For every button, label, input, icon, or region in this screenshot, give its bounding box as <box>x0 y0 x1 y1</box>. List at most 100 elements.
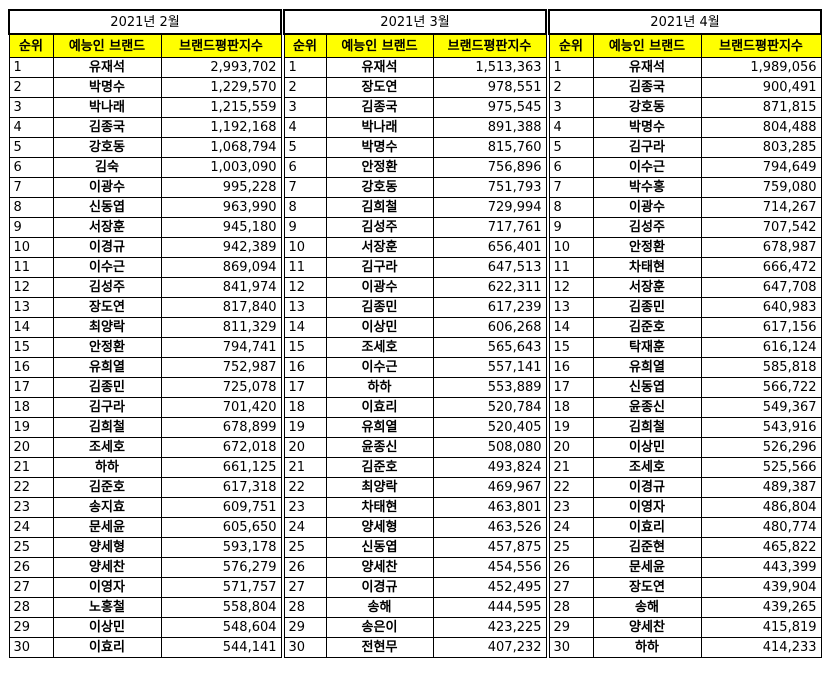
value-cell: 415,819 <box>700 617 822 638</box>
data-row: 16 유희열 585,818 <box>548 357 822 378</box>
rank-cell: 6 <box>548 157 594 178</box>
data-row: 2 장도연 978,551 <box>283 77 547 98</box>
value-cell: 756,896 <box>432 157 547 178</box>
data-row: 28 송해 444,595 <box>283 597 547 618</box>
rank-cell: 3 <box>548 97 594 118</box>
name-cell: 유희열 <box>592 357 702 378</box>
rank-cell: 15 <box>548 337 594 358</box>
data-row: 11 김구라 647,513 <box>283 257 547 278</box>
value-cell: 457,875 <box>432 537 547 558</box>
rank-cell: 8 <box>283 197 327 218</box>
rank-cell: 1 <box>8 57 54 78</box>
name-cell: 박명수 <box>592 117 702 138</box>
value-cell: 508,080 <box>432 437 547 458</box>
data-row: 3 박나래 1,215,559 <box>8 97 282 118</box>
data-row: 5 강호동 1,068,794 <box>8 137 282 158</box>
rank-cell: 8 <box>548 197 594 218</box>
rank-cell: 18 <box>548 397 594 418</box>
data-row: 19 김희철 678,899 <box>8 417 282 438</box>
data-row: 22 이경규 489,387 <box>548 477 822 498</box>
value-cell: 463,526 <box>432 517 547 538</box>
name-cell: 김준현 <box>592 537 702 558</box>
name-cell: 박나래 <box>325 117 434 138</box>
name-cell: 박명수 <box>325 137 434 158</box>
data-row: 27 이영자 571,757 <box>8 577 282 598</box>
data-row: 22 김준호 617,318 <box>8 477 282 498</box>
data-row: 27 장도연 439,904 <box>548 577 822 598</box>
name-cell: 김준호 <box>592 317 702 338</box>
name-cell: 유재석 <box>325 57 434 78</box>
data-row: 14 김준호 617,156 <box>548 317 822 338</box>
data-row: 1 유재석 1,989,056 <box>548 57 822 78</box>
data-row: 12 이광수 622,311 <box>283 277 547 298</box>
data-row: 27 이경규 452,495 <box>283 577 547 598</box>
data-row: 29 송은이 423,225 <box>283 617 547 638</box>
rank-cell: 28 <box>548 597 594 618</box>
value-cell: 525,566 <box>700 457 822 478</box>
name-cell: 신동엽 <box>325 537 434 558</box>
name-cell: 이상민 <box>325 317 434 338</box>
title-row: 2021년 4월 <box>547 9 823 35</box>
rank-cell: 9 <box>8 217 54 238</box>
data-row: 2 김종국 900,491 <box>548 77 822 98</box>
name-cell: 강호동 <box>52 137 162 158</box>
name-cell: 서장훈 <box>592 277 702 298</box>
value-cell: 714,267 <box>700 197 822 218</box>
value-cell: 945,180 <box>160 217 282 238</box>
rank-cell: 15 <box>8 337 54 358</box>
column-header: 브랜드평판지수 <box>160 33 282 58</box>
value-cell: 869,094 <box>160 257 282 278</box>
name-cell: 송해 <box>325 597 434 618</box>
data-row: 8 신동엽 963,990 <box>8 197 282 218</box>
rank-cell: 4 <box>548 117 594 138</box>
name-cell: 유희열 <box>52 357 162 378</box>
rank-cell: 7 <box>8 177 54 198</box>
data-row: 17 신동엽 566,722 <box>548 377 822 398</box>
data-row: 6 김숙 1,003,090 <box>8 157 282 178</box>
rank-cell: 2 <box>548 77 594 98</box>
rank-cell: 2 <box>8 77 54 98</box>
name-cell: 최양락 <box>52 317 162 338</box>
value-cell: 489,387 <box>700 477 822 498</box>
data-row: 8 김희철 729,994 <box>283 197 547 218</box>
value-cell: 520,784 <box>432 397 547 418</box>
value-cell: 558,804 <box>160 597 282 618</box>
name-cell: 하하 <box>592 637 702 658</box>
rank-cell: 30 <box>8 637 54 658</box>
rank-cell: 28 <box>8 597 54 618</box>
name-cell: 김종국 <box>325 97 434 118</box>
name-cell: 이경규 <box>52 237 162 258</box>
value-cell: 725,078 <box>160 377 282 398</box>
data-row: 13 장도연 817,840 <box>8 297 282 318</box>
rank-cell: 18 <box>283 397 327 418</box>
value-cell: 616,124 <box>700 337 822 358</box>
value-cell: 2,993,702 <box>160 57 282 78</box>
value-cell: 1,192,168 <box>160 117 282 138</box>
name-cell: 서장훈 <box>52 217 162 238</box>
data-row: 18 윤종신 549,367 <box>548 397 822 418</box>
name-cell: 전현무 <box>325 637 434 658</box>
rank-cell: 24 <box>548 517 594 538</box>
value-cell: 557,141 <box>432 357 547 378</box>
data-row: 23 이영자 486,804 <box>548 497 822 518</box>
value-cell: 815,760 <box>432 137 547 158</box>
name-cell: 하하 <box>52 457 162 478</box>
column-header: 예능인 브랜드 <box>592 33 702 58</box>
value-cell: 871,815 <box>700 97 822 118</box>
data-row: 26 양세찬 454,556 <box>283 557 547 578</box>
data-row: 2 박명수 1,229,570 <box>8 77 282 98</box>
data-row: 12 김성주 841,974 <box>8 277 282 298</box>
rank-cell: 27 <box>8 577 54 598</box>
rank-cell: 22 <box>283 477 327 498</box>
rank-cell: 9 <box>283 217 327 238</box>
rank-cell: 16 <box>283 357 327 378</box>
rank-cell: 10 <box>8 237 54 258</box>
data-row: 18 이효리 520,784 <box>283 397 547 418</box>
value-cell: 647,708 <box>700 277 822 298</box>
data-row: 6 이수근 794,649 <box>548 157 822 178</box>
data-row: 30 하하 414,233 <box>548 637 822 658</box>
data-row: 10 이경규 942,389 <box>8 237 282 258</box>
value-cell: 439,904 <box>700 577 822 598</box>
data-row: 10 안정환 678,987 <box>548 237 822 258</box>
name-cell: 윤종신 <box>592 397 702 418</box>
